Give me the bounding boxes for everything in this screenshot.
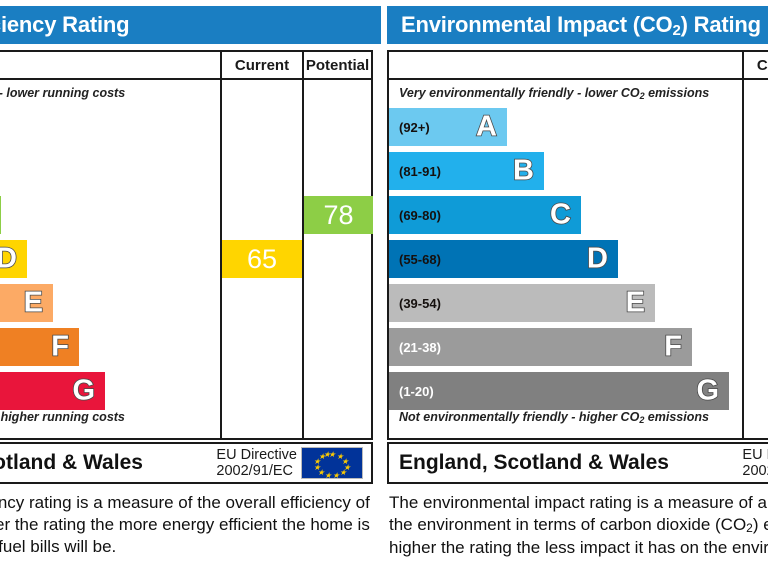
environmental-band-d: (55-68) D [389,240,618,278]
energy-eu-directive-line2: 2002/91/EC [216,463,294,479]
environmental-note-top: Very environmentally friendly - lower CO… [399,86,709,101]
env-eu-directive-line2: 2002/91/EC [742,463,768,479]
environmental-title-pre: Environmental Impact (CO [401,12,673,37]
energy-eu-directive: EU Directive 2002/91/EC [216,447,297,479]
env-eu-directive: EU Directive 2002/91/EC [742,447,768,479]
environmental-impact-panel: Environmental Impact (CO2) Rating Curren… [387,0,768,576]
environmental-note-bottom: Not environmentally friendly - higher CO… [399,410,709,425]
env-note-top-pre: Very environmentally friendly - lower CO [399,86,640,100]
environmental-grid-header-row [389,52,768,80]
env-note-bot-pre: Not environmentally friendly - higher CO [399,410,640,424]
energy-efficiency-grid: Current Potential Very energy efficient … [0,50,373,440]
energy-band-e: (39-54) E [0,284,53,322]
eu-flag-icon: ★ ★ ★ ★ ★ ★ ★ ★ ★ ★ ★ ★ [301,447,363,480]
environmental-description: The environmental impact rating is a mea… [389,493,768,557]
env-band-e-letter: E [625,286,646,319]
env-note-bot-sub: 2 [639,415,645,425]
environmental-impact-grid: Current Potential Very environmentally f… [387,50,768,440]
env-band-a-range: (92+) [399,119,430,135]
env-note-bot-post: emissions [644,410,709,424]
env-band-b-letter: B [512,154,535,187]
energy-note-top: Very energy efficient - lower running co… [0,86,126,100]
energy-potential-value: 78 [304,196,373,234]
env-column-header-current: Current [756,57,768,74]
energy-band-g-letter: G [72,374,96,407]
energy-band-f-letter: F [50,330,69,363]
env-band-c-letter: C [549,198,572,231]
env-band-d-range: (55-68) [399,251,441,267]
env-band-f-range: (21-38) [399,339,441,355]
env-note-top-post: emissions [644,86,710,100]
env-column-separator-current [742,52,744,438]
energy-band-e-letter: E [23,286,44,319]
env-band-b-range: (81-91) [399,163,441,179]
energy-grid-header-row [0,52,371,80]
env-band-f-letter: F [663,330,682,363]
env-note-top-sub: 2 [639,91,645,101]
energy-efficiency-panel: Energy Efficiency Rating Current Potenti… [0,0,381,576]
energy-description: The energy efficiency rating is a measur… [0,493,370,557]
energy-band-d-letter: D [0,242,18,275]
env-band-e-range: (39-54) [399,295,441,311]
energy-band-g: (1-20) G [0,372,105,410]
environmental-band-b: (81-91) B [389,152,544,190]
energy-note-bottom: Not energy efficient - higher running co… [0,410,125,424]
env-footer-region: England, Scotland & Wales [399,451,669,474]
energy-eu-directive-line1: EU Directive [216,446,297,463]
environmental-footer: England, Scotland & Wales EU Directive 2… [387,442,768,484]
environmental-band-e: (39-54) E [389,284,655,322]
energy-current-value: 65 [222,240,302,278]
column-header-potential: Potential [305,57,370,74]
env-eu-directive-line1: EU Directive [742,446,768,463]
environmental-impact-title: Environmental Impact (CO2) Rating [387,6,768,44]
environmental-band-f: (21-38) F [389,328,692,366]
env-band-g-letter: G [696,374,720,407]
energy-band-f: (21-38) F [0,328,79,366]
energy-band-c: (69-80) C [0,196,1,234]
energy-footer-region: England, Scotland & Wales [0,451,143,474]
environmental-band-c: (69-80) C [389,196,581,234]
environmental-band-a: (92+) A [389,108,507,146]
column-header-current: Current [234,57,290,74]
energy-footer: England, Scotland & Wales EU Directive 2… [0,442,373,484]
env-band-g-range: (1-20) [399,383,434,399]
energy-efficiency-title: Energy Efficiency Rating [0,6,381,44]
column-separator-potential [302,52,304,438]
energy-band-d: (55-68) D [0,240,27,278]
environmental-title-sub: 2 [672,22,681,39]
environmental-title-post: ) Rating [680,12,761,37]
environmental-band-g: (1-20) G [389,372,729,410]
env-band-d-letter: D [586,242,609,275]
column-separator-current [220,52,222,438]
env-band-a-letter: A [475,110,498,143]
env-band-c-range: (69-80) [399,207,441,223]
